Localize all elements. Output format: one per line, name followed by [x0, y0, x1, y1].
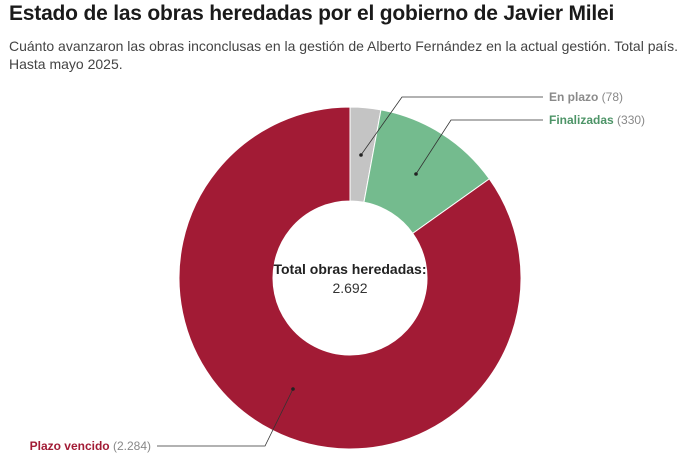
center-label: Total obras heredadas: — [273, 261, 426, 277]
leader-line — [360, 96, 543, 156]
chart-title: Estado de las obras heredadas por el gob… — [9, 2, 615, 25]
slice-label-value: (330) — [617, 113, 645, 127]
leader-dot — [414, 172, 418, 176]
leader-dot — [291, 387, 295, 391]
leader-dot — [359, 153, 363, 157]
slice-label: En plazo (78) — [549, 90, 623, 104]
slice-label-value: (78) — [602, 90, 623, 104]
leader-line — [157, 388, 294, 447]
leader-line — [415, 119, 543, 175]
slice-plazo-vencido[interactable] — [178, 106, 522, 450]
center-value: 2.692 — [332, 280, 367, 296]
slice-label-name: Finalizadas — [549, 113, 617, 127]
slice-label-name: Plazo vencido — [30, 439, 113, 453]
slice-label: Finalizadas (330) — [549, 113, 645, 127]
slice-label-name: En plazo — [549, 90, 602, 104]
chart-subtitle: Cuánto avanzaron las obras inconclusas e… — [9, 38, 679, 72]
slice-label: Plazo vencido (2.284) — [30, 439, 151, 453]
slice-label-value: (2.284) — [113, 439, 151, 453]
